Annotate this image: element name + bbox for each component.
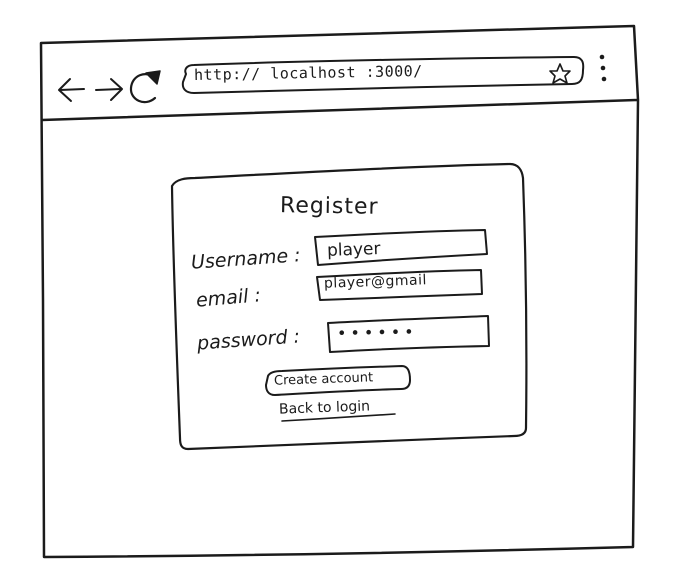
password-input[interactable]: •••••• xyxy=(336,322,418,343)
reload-icon[interactable] xyxy=(129,70,161,104)
register-card xyxy=(170,162,528,451)
back-to-login-underline xyxy=(281,413,396,422)
kebab-menu-icon[interactable] xyxy=(599,54,607,82)
star-icon[interactable] xyxy=(549,63,571,84)
username-input-box xyxy=(314,229,488,266)
address-bar[interactable] xyxy=(181,56,585,94)
back-to-login-link[interactable]: Back to login xyxy=(278,398,371,418)
arrow-left-icon[interactable] xyxy=(58,78,85,102)
create-account-button-box xyxy=(265,365,411,396)
username-input[interactable]: player xyxy=(326,239,381,261)
email-input-box xyxy=(316,269,483,301)
register-title: Register xyxy=(279,193,379,220)
browser-toolbar-divider xyxy=(40,98,639,122)
browser-window-frame xyxy=(39,24,640,559)
arrow-right-icon[interactable] xyxy=(95,78,123,101)
password-input-box xyxy=(327,315,490,353)
